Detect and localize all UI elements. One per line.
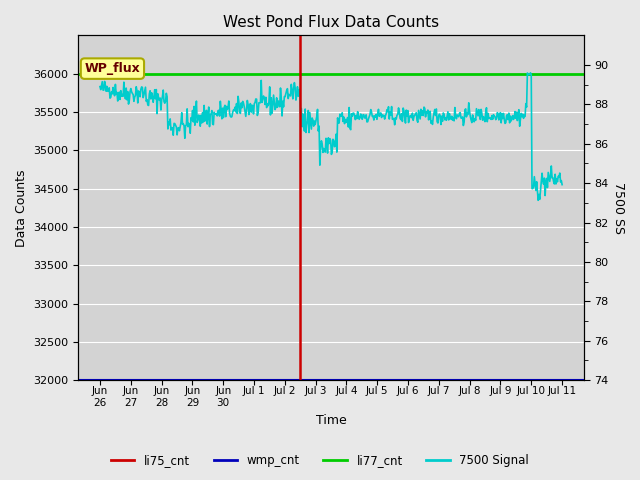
Y-axis label: 7500 SS: 7500 SS [612,182,625,234]
Legend: li75_cnt, wmp_cnt, li77_cnt, 7500 Signal: li75_cnt, wmp_cnt, li77_cnt, 7500 Signal [106,449,534,472]
Text: WP_flux: WP_flux [84,62,140,75]
Y-axis label: Data Counts: Data Counts [15,169,28,247]
X-axis label: Time: Time [316,414,346,427]
Title: West Pond Flux Data Counts: West Pond Flux Data Counts [223,15,439,30]
